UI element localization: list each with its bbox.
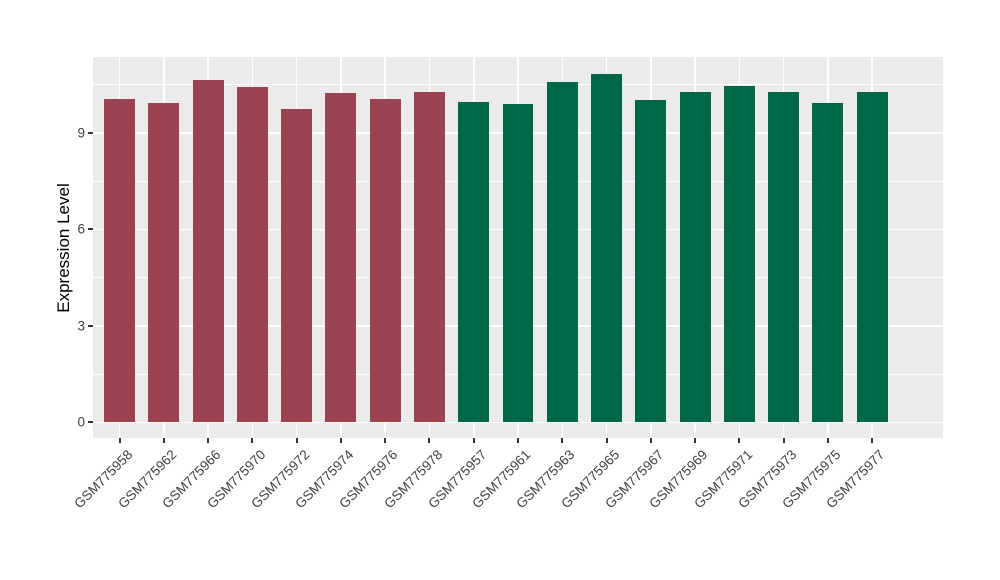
y-tick-label: 9 [77, 125, 85, 141]
bar-GSM775977 [856, 92, 888, 423]
y-tick-label: 3 [77, 318, 85, 334]
x-tick-mark [339, 438, 342, 443]
x-tick-mark [694, 438, 697, 443]
bar-GSM775974 [325, 92, 357, 423]
x-tick-mark [472, 438, 475, 443]
bar-GSM775967 [635, 100, 667, 423]
x-tick-mark [251, 438, 254, 443]
bar-GSM775972 [281, 109, 313, 423]
x-tick-mark [782, 438, 785, 443]
bar-GSM775963 [546, 82, 578, 423]
x-tick-mark [118, 438, 121, 443]
x-tick-mark [207, 438, 210, 443]
y-axis-title: Expression Level [54, 182, 73, 313]
x-tick-mark [517, 438, 519, 443]
bar-GSM775966 [192, 80, 224, 423]
y-tick-mark [88, 324, 93, 327]
plot-panel [93, 57, 943, 438]
x-tick-mark [384, 438, 387, 443]
x-tick-mark [738, 438, 741, 443]
bar-GSM775978 [413, 91, 445, 423]
x-tick-mark [605, 438, 608, 443]
bar-GSM775975 [812, 102, 844, 423]
y-tick-mark [88, 421, 93, 424]
y-tick-mark [88, 131, 93, 134]
x-tick-mark [162, 438, 165, 443]
bar-GSM775971 [723, 85, 755, 423]
x-tick-mark [295, 438, 298, 443]
bar-GSM775973 [768, 91, 800, 423]
x-tick-mark [871, 438, 874, 443]
y-tick-label: 6 [77, 221, 85, 237]
bar-GSM775958 [104, 99, 136, 423]
y-tick-label: 0 [77, 414, 85, 430]
bar-GSM775965 [591, 74, 623, 423]
bar-GSM775970 [236, 86, 268, 423]
bar-GSM775957 [458, 101, 490, 423]
x-tick-mark [826, 438, 829, 443]
y-tick-mark [88, 228, 93, 231]
bar-GSM775961 [502, 103, 534, 423]
bar-GSM775962 [148, 103, 180, 423]
x-tick-mark [428, 438, 431, 443]
bar-GSM775969 [679, 92, 711, 423]
x-tick-mark [649, 438, 652, 443]
x-tick-mark [561, 438, 564, 443]
bar-GSM775976 [369, 99, 401, 423]
